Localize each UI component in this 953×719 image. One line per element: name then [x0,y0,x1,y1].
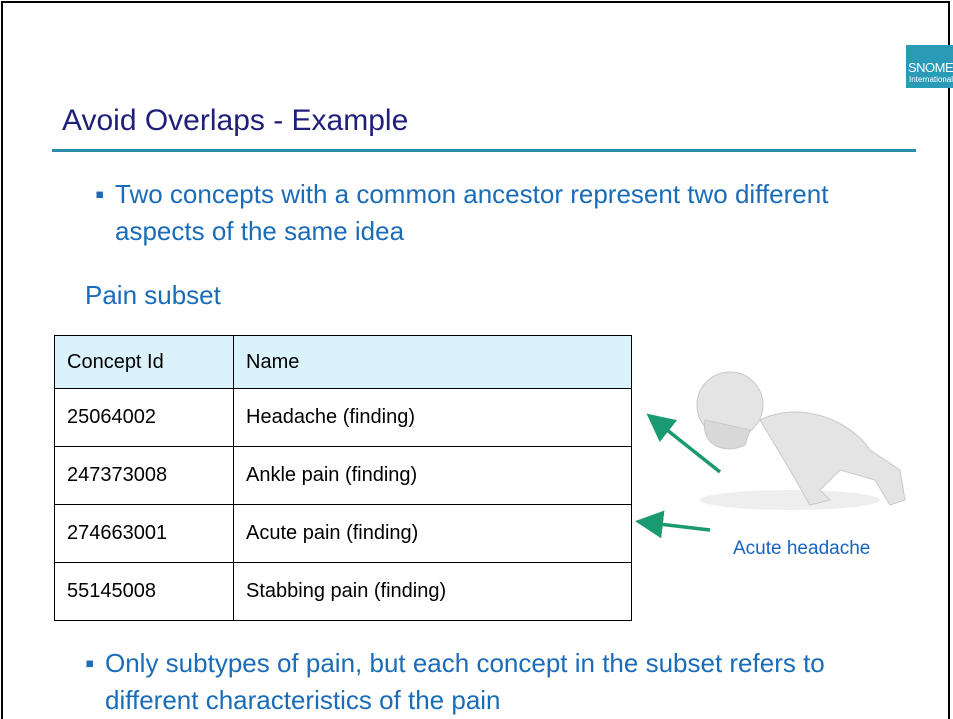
logo-name: SNOMED [908,60,953,75]
logo-sub: International [909,75,953,84]
cell: 55145008 [54,562,234,621]
table: Concept Id Name 25064002 Headache (findin… [54,335,632,621]
slide-title: Avoid Overlaps - Example [62,104,409,137]
logo: SNOMED International [906,45,953,88]
cell: Acute pain (finding) [233,504,632,563]
header-cell: Concept Id [54,335,234,389]
cell: 274663001 [54,504,234,563]
arrow [635,510,711,539]
figure [696,371,906,510]
row: 55145008 Stabbing pain (finding) [54,562,632,621]
cell: Headache (finding) [233,388,632,447]
bullet: ▪ Two concepts with a common ancestor rep… [95,179,829,246]
subheading: Pain subset [85,280,221,310]
bullet-text: Two concepts with a common ancestor repr… [115,179,829,246]
cell: Ankle pain (finding) [233,446,632,505]
row: 274663001 Acute pain (finding) [54,504,632,563]
header-cell: Name [233,335,632,389]
row: 247373008 Ankle pain (finding) [54,446,632,505]
table-header: Concept Id Name [54,335,632,389]
cell: Stabbing pain (finding) [233,562,632,621]
bullet-text: Only subtypes of pain, but each concept … [105,648,825,715]
arrow [646,413,722,474]
annotation: Acute headache [733,538,871,559]
title-rule [52,149,916,152]
cell: 25064002 [54,388,234,447]
bullet: ▪ Only subtypes of pain, but each concept… [85,648,825,715]
row: 25064002 Headache (finding) [54,388,632,447]
